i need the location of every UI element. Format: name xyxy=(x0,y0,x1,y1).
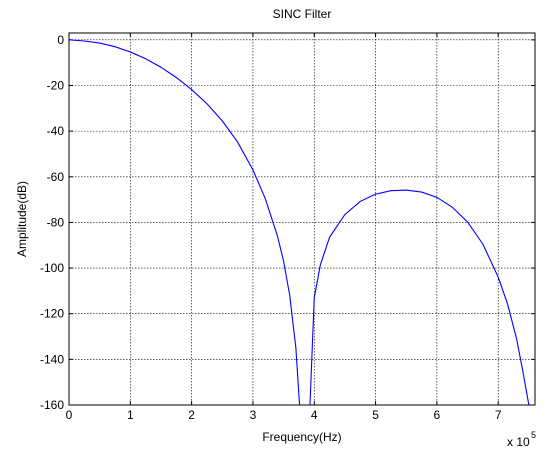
y-tick-label: -120 xyxy=(40,307,64,321)
y-axis-tick-labels: 0 -20 -40 -60 -80 -100 -120 -140 -160 xyxy=(40,33,64,412)
response-curve-segment xyxy=(309,189,530,406)
x-tick-label: 5 xyxy=(372,408,379,422)
x-axis-multiplier-exponent: 5 xyxy=(531,430,536,440)
x-tick-label: 4 xyxy=(311,408,318,422)
y-tick-label: -20 xyxy=(47,78,65,92)
y-tick-label: -160 xyxy=(40,398,64,412)
x-axis-multiplier: x 10 5 xyxy=(507,430,536,449)
grid-lines xyxy=(69,33,535,405)
x-axis-label: Frequency(Hz) xyxy=(262,430,341,444)
y-tick-label: -140 xyxy=(40,352,64,366)
y-axis-label: Amplitude(dB) xyxy=(15,181,29,257)
axis-ticks xyxy=(68,33,535,406)
x-tick-label: 6 xyxy=(434,408,441,422)
x-axis-tick-labels: 0 1 2 3 4 5 6 7 xyxy=(66,408,502,422)
chart-title: SINC Filter xyxy=(273,7,332,21)
y-tick-label: -40 xyxy=(47,124,65,138)
y-tick-label: -100 xyxy=(40,261,64,275)
series-group xyxy=(68,39,530,406)
y-tick-label: 0 xyxy=(57,33,64,47)
x-tick-label: 3 xyxy=(250,408,257,422)
response-curve-segment xyxy=(68,39,301,406)
y-tick-label: -80 xyxy=(47,215,65,229)
plot-frame xyxy=(68,32,536,406)
x-tick-label: 0 xyxy=(66,408,73,422)
x-tick-label: 1 xyxy=(127,408,134,422)
y-tick-label: -60 xyxy=(47,170,65,184)
x-tick-label: 2 xyxy=(188,408,195,422)
x-axis-multiplier-base: x 10 xyxy=(507,435,530,449)
x-tick-label: 7 xyxy=(495,408,502,422)
